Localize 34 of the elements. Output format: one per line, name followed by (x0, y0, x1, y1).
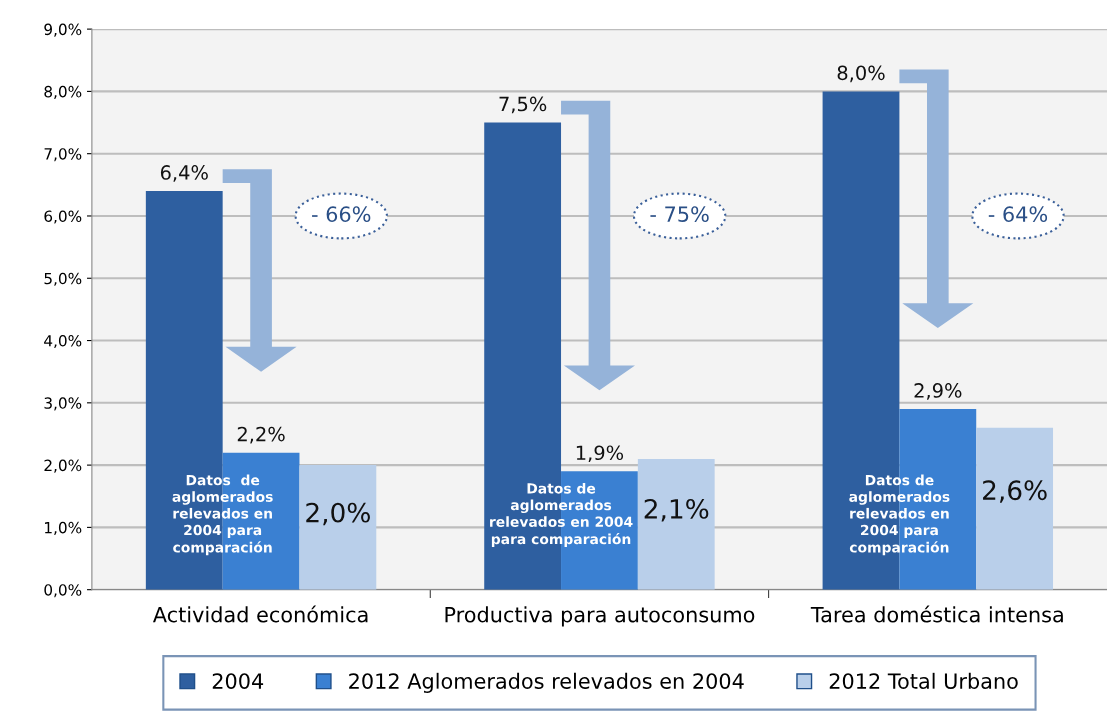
data-label: 1,9% (576, 445, 624, 463)
annotation: - 66% (312, 206, 371, 223)
bar (637, 458, 715, 590)
annotation: Datos de aglomerados relevados en 2004 para comparación (172, 474, 273, 556)
data-label: 2,1% (644, 498, 709, 522)
y-tick-label: 5,0% (44, 272, 82, 286)
annotation: - 64% (988, 206, 1048, 223)
data-label: 2,9% (914, 383, 962, 400)
legend-label: 2012 Aglomerados relevados en 2004 (349, 672, 744, 693)
data-label: 2,2% (237, 426, 285, 444)
legend-label: 2004 (212, 673, 264, 689)
data-label: 2,0% (306, 502, 370, 526)
data-label: 7,5% (499, 96, 547, 114)
legend-label: 2012 Total Urbano (829, 672, 1018, 689)
x-tick-label: Tarea doméstica intensa (810, 605, 1063, 623)
bar (299, 465, 377, 590)
annotation: Datos de aglomerados relevados en 2004 para comparación (490, 482, 633, 547)
y-tick-label: 7,0% (44, 148, 82, 162)
y-tick-label: 3,0% (44, 397, 82, 411)
y-tick-label: 8,0% (44, 85, 82, 99)
y-tick-label: 2,0% (44, 459, 82, 473)
bar (976, 427, 1054, 590)
data-label: 6,4% (160, 165, 208, 182)
annotation: - 75% (650, 206, 709, 223)
y-tick-label: 9,0% (44, 23, 82, 37)
y-tick-label: 0,0% (44, 584, 82, 598)
x-tick-label: Productiva para autoconsumo (445, 606, 755, 627)
y-tick-label: 6,0% (44, 210, 82, 224)
data-label: 2,6% (983, 480, 1047, 503)
y-tick-label: 1,0% (45, 521, 82, 535)
data-label: 8,0% (837, 65, 885, 83)
x-tick-label: Actividad económica (152, 605, 368, 623)
y-tick-label: 4,0% (44, 335, 82, 349)
annotation: Datos de aglomerados relevados en 2004 para comparación (849, 474, 950, 556)
